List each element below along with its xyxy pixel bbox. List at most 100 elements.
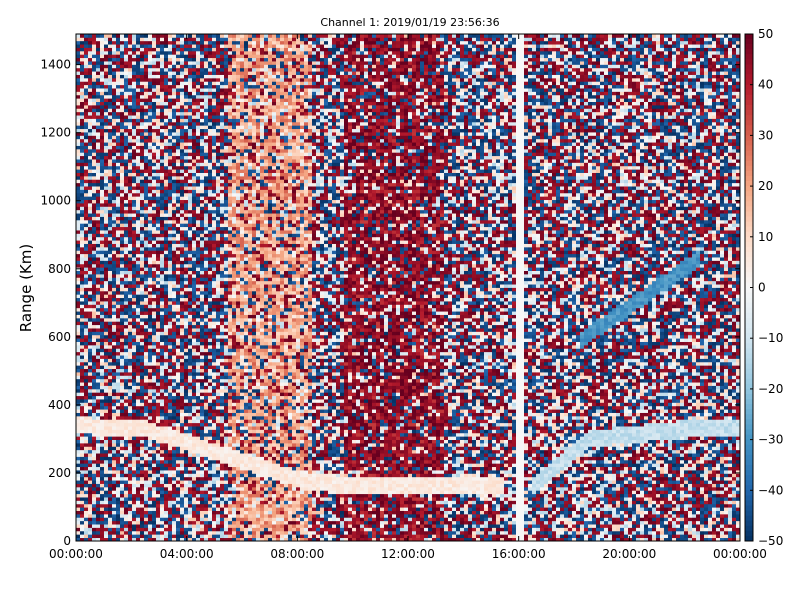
heatmap-cell: [96, 173, 100, 177]
heatmap-cell: [140, 68, 144, 72]
heatmap-cell: [104, 413, 108, 417]
heatmap-cell: [76, 71, 80, 75]
heatmap-cell: [120, 179, 124, 183]
heatmap-cell: [136, 494, 140, 498]
heatmap-cell: [116, 389, 120, 393]
heatmap-cell: [104, 473, 108, 477]
heatmap-cell: [200, 494, 204, 498]
heatmap-cell: [92, 301, 96, 305]
heatmap-cell: [204, 342, 208, 346]
heatmap-cell: [76, 379, 80, 383]
heatmap-cell: [184, 102, 188, 106]
heatmap-cell: [92, 443, 96, 447]
heatmap-cell: [112, 527, 116, 531]
heatmap-cell: [148, 416, 152, 420]
heatmap-cell: [192, 527, 196, 531]
heatmap-cell: [196, 294, 200, 298]
heatmap-cell: [112, 484, 116, 488]
heatmap-cell: [128, 48, 132, 52]
heatmap-cell: [148, 294, 152, 298]
heatmap-cell: [124, 271, 128, 275]
heatmap-cell: [164, 240, 168, 244]
heatmap-cell: [168, 135, 172, 139]
heatmap-cell: [84, 257, 88, 261]
heatmap-cell: [204, 318, 208, 322]
heatmap-cell: [136, 217, 140, 221]
heatmap-cell: [136, 477, 140, 481]
heatmap-cell: [84, 494, 88, 498]
heatmap-cell: [160, 402, 164, 406]
heatmap-cell: [208, 382, 212, 386]
heatmap-cell: [196, 112, 200, 116]
heatmap-cell: [200, 166, 204, 170]
heatmap-cell: [156, 487, 160, 491]
heatmap-cell: [100, 386, 104, 390]
heatmap-cell: [92, 146, 96, 150]
heatmap-cell: [144, 51, 148, 55]
heatmap-cell: [144, 142, 148, 146]
heatmap-cell: [184, 51, 188, 55]
heatmap-cell: [104, 88, 108, 92]
heatmap-cell: [128, 386, 132, 390]
heatmap-cell: [152, 294, 156, 298]
heatmap-cell: [120, 507, 124, 511]
heatmap-cell: [104, 129, 108, 133]
heatmap-cell: [196, 298, 200, 302]
heatmap-cell: [192, 470, 196, 474]
heatmap-cell: [100, 135, 104, 139]
heatmap-cell: [208, 463, 212, 467]
heatmap-cell: [176, 382, 180, 386]
heatmap-cell: [192, 511, 196, 515]
heatmap-cell: [196, 58, 200, 62]
heatmap-cell: [200, 95, 204, 99]
heatmap-cell: [120, 132, 124, 136]
heatmap-cell: [180, 379, 184, 383]
heatmap-cell: [184, 68, 188, 72]
heatmap-cell: [92, 264, 96, 268]
heatmap-cell: [80, 446, 84, 450]
heatmap-cell: [92, 183, 96, 187]
heatmap-cell: [88, 325, 92, 329]
heatmap-cell: [164, 358, 168, 362]
heatmap-cell: [176, 44, 180, 48]
heatmap-cell: [76, 511, 80, 515]
heatmap-cell: [120, 217, 124, 221]
heatmap-cell: [144, 514, 148, 518]
heatmap-cell: [88, 230, 92, 234]
heatmap-cell: [108, 402, 112, 406]
heatmap-cell: [176, 115, 180, 119]
heatmap-cell: [188, 298, 192, 302]
heatmap-cell: [104, 490, 108, 494]
heatmap-cell: [144, 362, 148, 366]
heatmap-cell: [204, 406, 208, 410]
heatmap-cell: [132, 443, 136, 447]
heatmap-cell: [148, 457, 152, 461]
heatmap-cell: [144, 342, 148, 346]
heatmap-cell: [96, 176, 100, 180]
heatmap-cell: [132, 217, 136, 221]
heatmap-cell: [152, 362, 156, 366]
heatmap-cell: [124, 169, 128, 173]
heatmap-cell: [96, 220, 100, 224]
heatmap-cell: [168, 511, 172, 515]
heatmap-cell: [172, 450, 176, 454]
heatmap-cell: [136, 484, 140, 488]
heatmap-cell: [108, 108, 112, 112]
heatmap-cell: [172, 497, 176, 501]
heatmap-cell: [92, 375, 96, 379]
heatmap-cell: [152, 399, 156, 403]
heatmap-cell: [152, 372, 156, 376]
heatmap-cell: [192, 355, 196, 359]
heatmap-cell: [80, 534, 84, 538]
heatmap-cell: [152, 112, 156, 116]
heatmap-cell: [164, 396, 168, 400]
heatmap-cell: [144, 129, 148, 133]
heatmap-cell: [140, 203, 144, 207]
heatmap-cell: [84, 294, 88, 298]
heatmap-cell: [112, 95, 116, 99]
heatmap-cell: [168, 34, 172, 38]
heatmap-cell: [196, 460, 200, 464]
heatmap-cell: [168, 58, 172, 62]
heatmap-cell: [160, 457, 164, 461]
heatmap-cell: [108, 183, 112, 187]
